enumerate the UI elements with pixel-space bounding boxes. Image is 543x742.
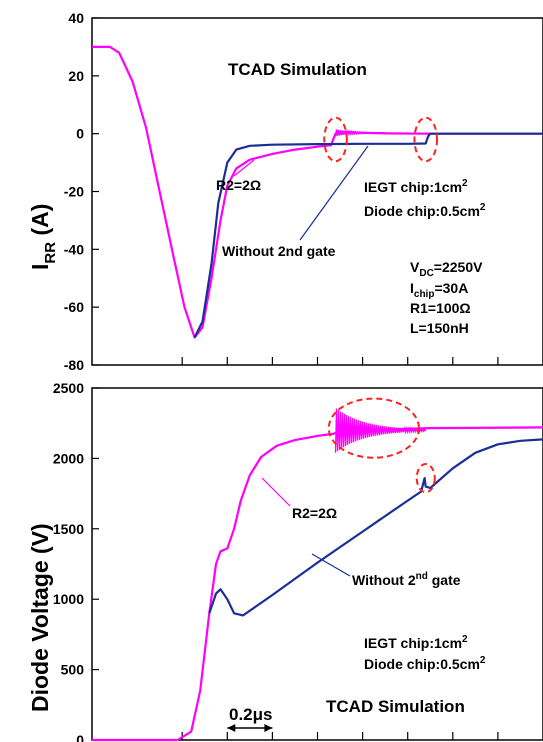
irr-without-label: Without 2nd gate: [222, 243, 336, 259]
irr-ytick-label: -60: [64, 299, 84, 315]
param-vdc: VDC=2250V: [410, 259, 483, 279]
voltage-ytick-label: 2500: [53, 380, 84, 396]
irr-chip-iegt: IEGT chip:1cm2: [364, 178, 468, 195]
voltage-r2-curve: [92, 426, 543, 742]
voltage-r2-label: R2=2Ω: [292, 505, 337, 521]
voltage-r2-pointer: [261, 477, 291, 507]
irr-ytick-label: -40: [64, 241, 84, 257]
voltage-panel: 2500 2000 1500 1000 500 0 Diode Voltage (V) R…: [27, 380, 543, 742]
irr-highlight-circles: [323, 116, 439, 163]
scale-bar-label: 0.2μs: [229, 705, 273, 724]
irr-y-axis-label: IRR (A): [27, 204, 59, 270]
voltage-plot-frame: [91, 387, 543, 741]
irr-without-gate-curve: [193, 132, 543, 338]
time-scale-bar: 0.2μs: [227, 705, 273, 732]
voltage-highlight-circle: [415, 463, 436, 494]
irr-without-pointer: [299, 145, 369, 241]
scale-bar-arrow-right: [264, 724, 273, 732]
irr-ytick-label: -80: [64, 357, 84, 373]
voltage-ytick-label: 1500: [53, 521, 84, 537]
voltage-ytick-label: 2000: [53, 450, 84, 466]
irr-chip-diode: Diode chip:0.5cm2: [364, 202, 486, 219]
voltage-ytick-label: 500: [61, 662, 85, 678]
irr-ytick-label: 0: [76, 126, 84, 142]
irr-ticks: [92, 17, 499, 366]
voltage-highlight-circle: [327, 397, 420, 459]
voltage-r2-curve-ringing: [334, 408, 427, 453]
irr-highlight-circle: [323, 116, 348, 163]
voltage-highlight-circles: [327, 397, 436, 494]
irr-panel: 40 20 0 -20 -40 -60 -80 TCAD Simulation IRR (A…: [27, 10, 543, 373]
voltage-without-pointer: [311, 553, 351, 577]
voltage-series: [92, 408, 543, 742]
voltage-without-gate-curve: [208, 438, 543, 617]
scale-bar-arrow-left: [227, 724, 236, 732]
irr-r2-curve: [92, 45, 543, 339]
irr-ytick-label: 20: [68, 68, 84, 84]
irr-r2-curve-ringing: [334, 128, 386, 137]
voltage-without-label: Without 2nd gate: [352, 571, 461, 588]
irr-series: [92, 45, 543, 339]
irr-y-tick-labels: 40 20 0 -20 -40 -60 -80: [64, 10, 84, 373]
param-ichip: Ichip=30A: [410, 280, 468, 300]
voltage-ytick-label: 1000: [53, 591, 84, 607]
voltage-y-tick-labels: 2500 2000 1500 1000 500 0: [53, 380, 84, 742]
voltage-y-axis-label: Diode Voltage (V): [27, 523, 53, 712]
irr-r2-pointer: [233, 159, 255, 177]
voltage-chart-title: TCAD Simulation: [326, 697, 465, 716]
irr-r2-label: R2=2Ω: [216, 177, 261, 193]
voltage-chip-iegt: IEGT chip:1cm2: [364, 634, 468, 651]
irr-ytick-label: -20: [64, 184, 84, 200]
param-l: L=150nH: [410, 320, 469, 336]
irr-highlight-circle: [413, 116, 439, 163]
irr-chart-title: TCAD Simulation: [228, 60, 367, 79]
irr-ytick-label: 40: [68, 10, 84, 26]
param-r1: R1=100Ω: [410, 300, 471, 316]
voltage-chip-diode: Diode chip:0.5cm2: [364, 655, 486, 672]
voltage-ytick-label: 0: [76, 732, 84, 742]
